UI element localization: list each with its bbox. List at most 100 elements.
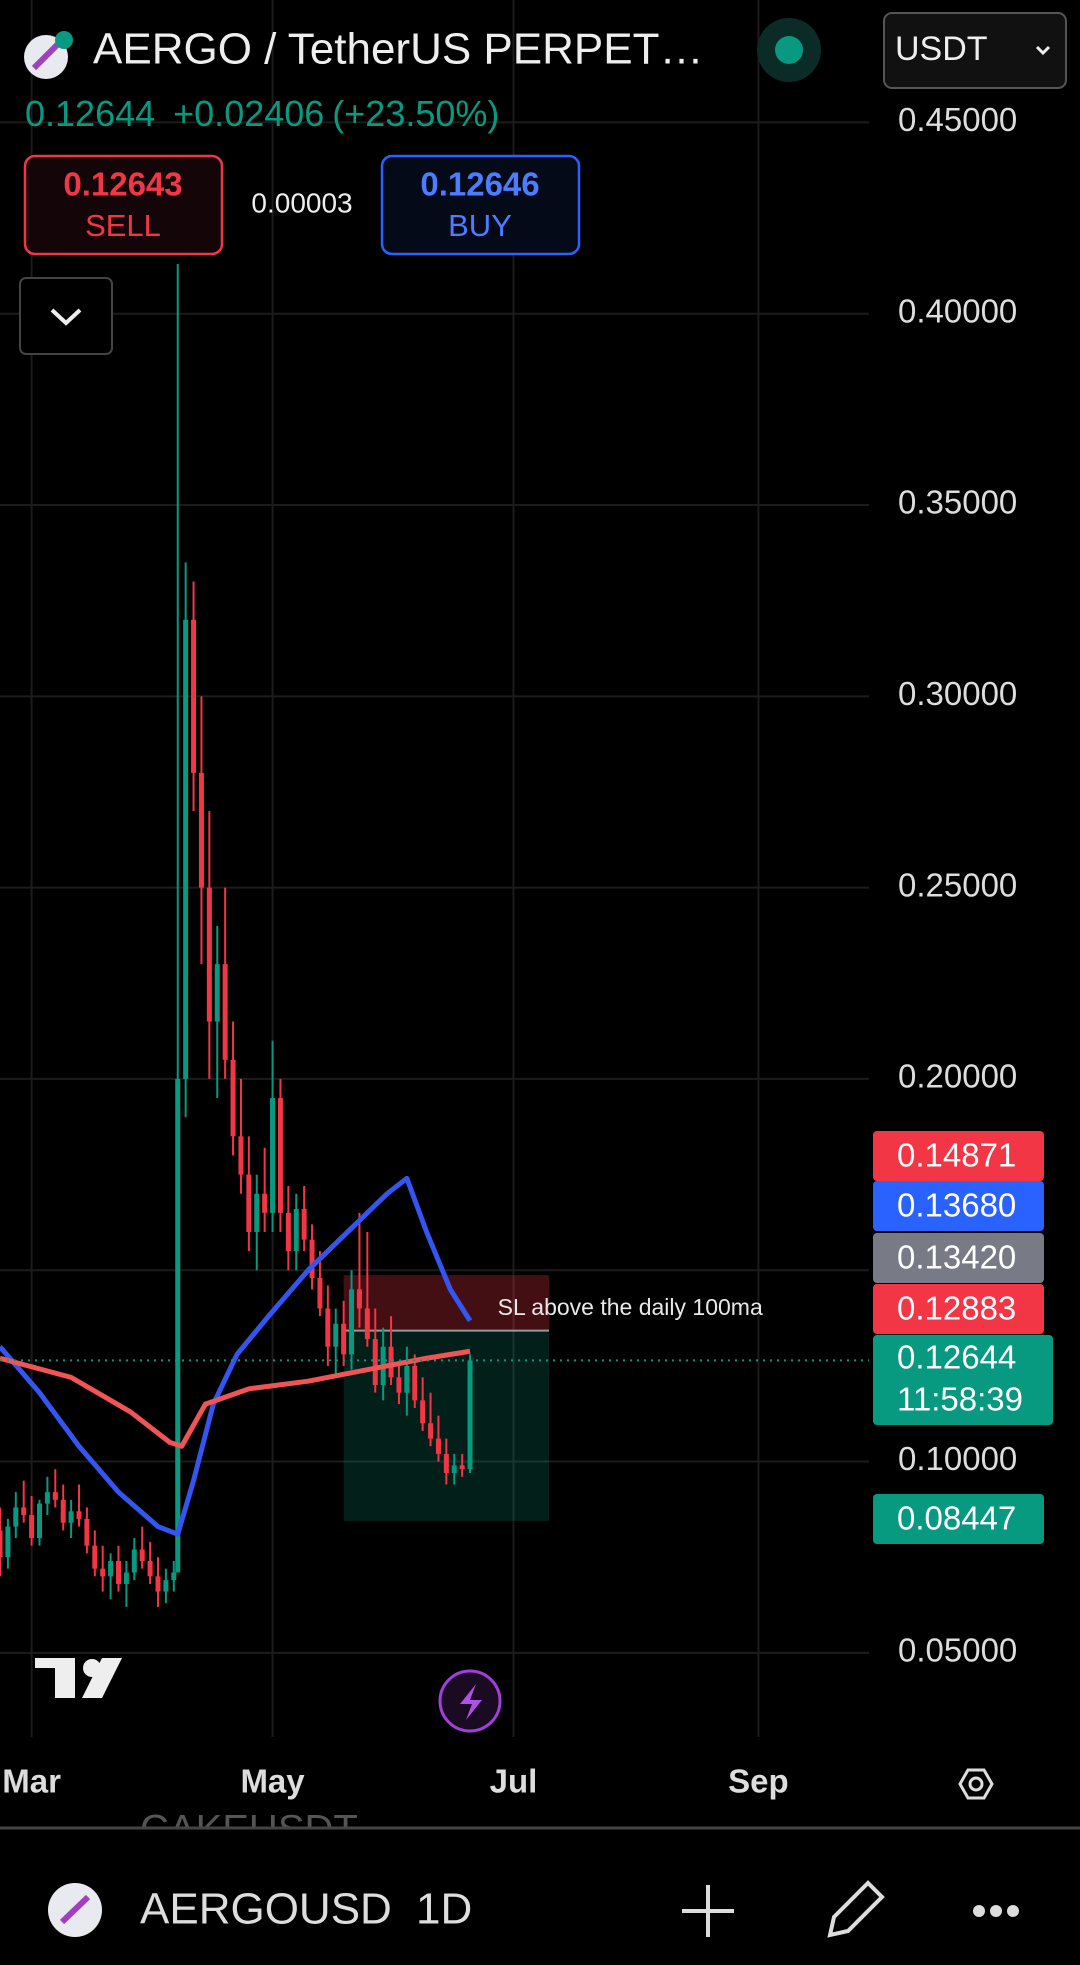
candle-body [76, 1511, 82, 1519]
price-tag [873, 1284, 1044, 1334]
countdown: 11:58:39 [897, 1381, 1023, 1418]
candle-body [325, 1308, 331, 1347]
candle-body [420, 1400, 426, 1424]
candle-body [238, 1136, 244, 1175]
y-tick-label: 0.20000 [898, 1058, 1017, 1095]
draw-button[interactable] [827, 1880, 885, 1938]
price-tag [873, 1494, 1044, 1544]
moving-average [0, 1348, 471, 1449]
sell-button[interactable] [23, 154, 224, 256]
candle-body [163, 1580, 169, 1592]
candle-body [435, 1438, 441, 1454]
candle-body [52, 1492, 58, 1500]
candle-body [459, 1465, 465, 1470]
y-tick-label: 0.40000 [898, 292, 1017, 329]
candle-body [183, 619, 189, 1079]
x-tick-label: Sep [728, 1763, 789, 1800]
y-tick-label: 0.05000 [898, 1632, 1017, 1669]
dot [990, 1905, 1002, 1917]
candle-body [100, 1568, 106, 1577]
currency: USDT [895, 30, 988, 68]
candle-body [13, 1507, 19, 1527]
settings-button[interactable] [958, 1768, 994, 1800]
dot [1007, 1905, 1019, 1917]
candle-body [285, 1212, 291, 1252]
candle-body [0, 1530, 3, 1558]
y-tick-label: 0.30000 [898, 675, 1017, 712]
candle-body [131, 1549, 137, 1573]
price-tag-label: 0.12883 [897, 1290, 1016, 1327]
settings-icon [968, 1776, 984, 1792]
target-zone [343, 1330, 550, 1521]
candle-body [230, 1059, 236, 1137]
add-button[interactable] [682, 1885, 734, 1937]
candle-body [116, 1561, 121, 1584]
y-tick-label: 0.45000 [898, 101, 1017, 138]
tv-logo-dot [83, 1659, 101, 1677]
candle-body [68, 1511, 74, 1523]
logo-badge [55, 31, 73, 49]
candle-body [246, 1174, 252, 1232]
chevron-down [50, 308, 82, 326]
candle-body [5, 1526, 11, 1558]
candle-body [333, 1323, 339, 1347]
candle-body [309, 1239, 315, 1278]
symbol-title[interactable]: AERGO / TetherUS PERPET… [93, 25, 703, 74]
candle-body [262, 1193, 268, 1213]
price-tag-label: 0.12644 [897, 1339, 1016, 1376]
candle-body [270, 1098, 276, 1213]
candle-body [44, 1492, 50, 1504]
sell-price: 0.12643 [63, 166, 182, 203]
candle-body [412, 1365, 418, 1401]
bottom-bar [0, 1830, 1080, 1960]
ghost-symbol: CAKEUSDT [140, 1808, 358, 1852]
price-tag [873, 1131, 1044, 1181]
candle-body [171, 1572, 177, 1581]
candle-body [206, 887, 212, 1022]
price-tag [873, 1233, 1044, 1283]
candle-body [388, 1346, 394, 1378]
interval[interactable]: 1D [416, 1885, 472, 1934]
annotation: SL above the daily 100ma [498, 1294, 763, 1320]
sell-label: SELL [85, 208, 161, 243]
candle-body [198, 772, 204, 888]
more-button[interactable] [973, 1905, 1019, 1917]
candle-body [254, 1193, 260, 1232]
collapse-button[interactable] [19, 277, 113, 355]
candle-body [147, 1561, 153, 1577]
candle-body [349, 1289, 355, 1355]
symbol[interactable]: AERGOUSD [140, 1885, 392, 1934]
logo-mark [59, 1894, 91, 1925]
currency-select[interactable] [883, 12, 1067, 89]
price-tag-label: 0.13680 [897, 1187, 1016, 1224]
x-tick-label: May [240, 1763, 305, 1800]
candle-body [467, 1360, 473, 1470]
x-tick-label: Jul [490, 1763, 538, 1800]
price-tag-label: 0.08447 [897, 1500, 1016, 1537]
candle-body [191, 619, 197, 773]
candle-body [37, 1503, 42, 1539]
candle-body [123, 1572, 129, 1584]
buy-price: 0.12646 [420, 166, 539, 203]
buy-label: BUY [448, 208, 512, 243]
lightning-icon [460, 1684, 482, 1720]
candle-body [317, 1277, 323, 1309]
candle-body [404, 1365, 410, 1393]
candle-body [108, 1561, 114, 1577]
dot [973, 1905, 985, 1917]
candle-body [277, 1098, 283, 1213]
candle-body [443, 1453, 449, 1474]
price-tag [873, 1181, 1044, 1231]
price-tag-label: 0.14871 [897, 1137, 1016, 1174]
price-tag [873, 1335, 1053, 1425]
candle-body [214, 964, 220, 1022]
price-tag-label: 0.13420 [897, 1239, 1016, 1276]
buy-button[interactable] [380, 154, 581, 256]
candle-body [451, 1465, 457, 1474]
candle-body [60, 1499, 66, 1523]
candle-body [175, 1078, 181, 1573]
chevron [1035, 45, 1051, 56]
